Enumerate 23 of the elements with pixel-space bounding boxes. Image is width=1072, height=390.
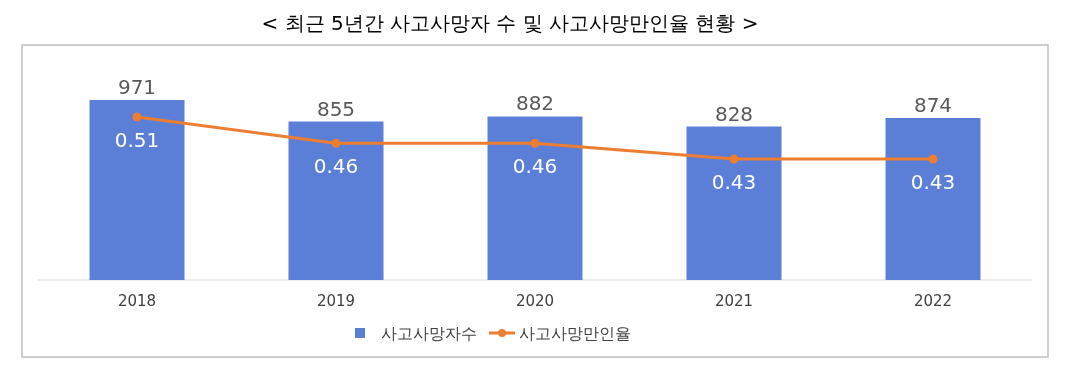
- bar: [487, 116, 583, 280]
- data-label: 0.43: [910, 170, 956, 194]
- data-label: 855: [316, 96, 356, 121]
- bar: [686, 126, 782, 280]
- x-tick-label: 2022: [913, 292, 953, 310]
- legend-label: 사고사망자수: [381, 324, 477, 343]
- x-tick-label: 2021: [714, 292, 754, 310]
- x-tick-label: 2020: [515, 292, 555, 310]
- legend-label: 사고사망만인율: [519, 324, 631, 343]
- data-label: 882: [515, 91, 555, 116]
- x-tick-label: 2018: [117, 292, 157, 310]
- data-label: 828: [714, 101, 754, 126]
- data-label: 0.46: [512, 154, 558, 179]
- data-label: 971: [117, 75, 157, 99]
- data-label: 0.51: [114, 128, 160, 152]
- data-label: 0.43: [711, 170, 757, 194]
- chart-title: < 최근 5년간 사고사망자 수 및 사고사망만인율 현황 >: [261, 11, 759, 35]
- bar: [288, 121, 384, 280]
- x-tick-label: 2019: [316, 292, 356, 310]
- bar: [89, 100, 185, 280]
- data-label: 874: [913, 92, 953, 117]
- bar: [885, 117, 981, 280]
- data-label: 0.46: [313, 154, 359, 179]
